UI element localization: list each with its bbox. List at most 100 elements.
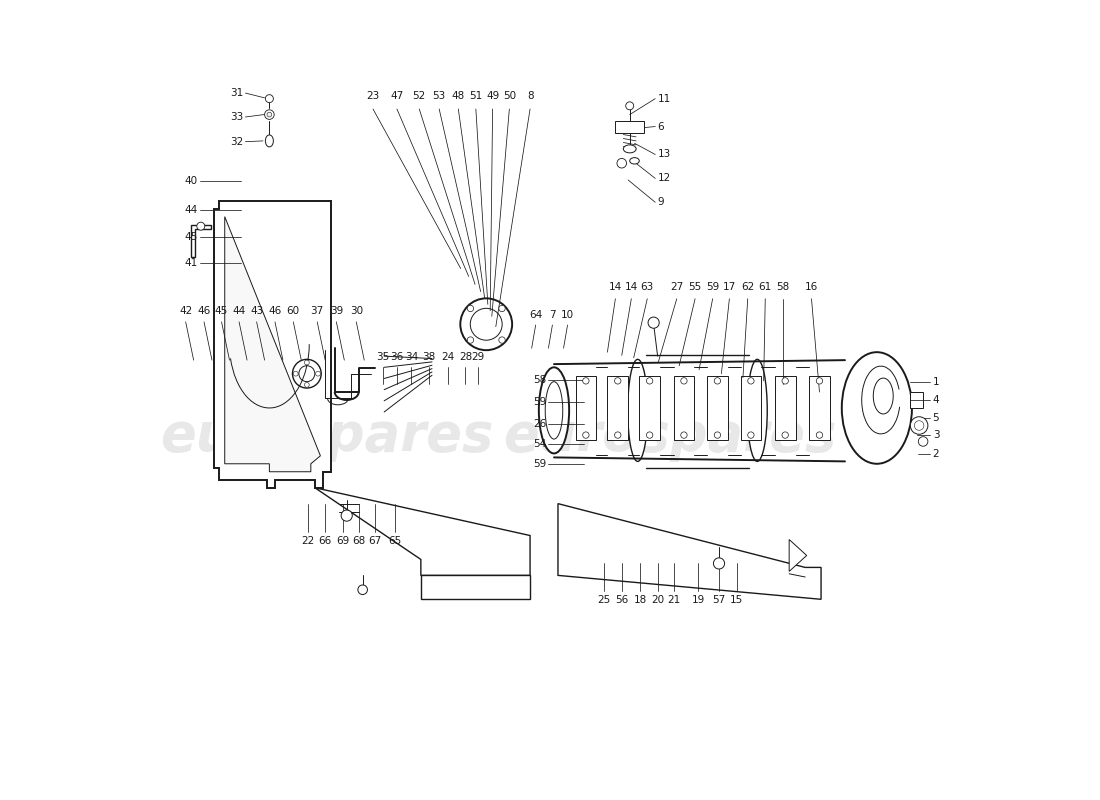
- Text: 16: 16: [805, 282, 818, 292]
- Circle shape: [911, 417, 928, 434]
- Circle shape: [782, 378, 789, 384]
- Text: 61: 61: [759, 282, 772, 292]
- Text: 59: 59: [706, 282, 719, 292]
- Text: 10: 10: [561, 310, 574, 320]
- Circle shape: [816, 378, 823, 384]
- Text: 58: 58: [777, 282, 790, 292]
- Circle shape: [197, 222, 205, 230]
- Circle shape: [816, 432, 823, 438]
- Circle shape: [647, 378, 652, 384]
- Circle shape: [341, 510, 352, 521]
- Text: 15: 15: [730, 595, 744, 606]
- Polygon shape: [911, 392, 923, 408]
- Polygon shape: [315, 488, 530, 575]
- Circle shape: [648, 317, 659, 328]
- Text: 60: 60: [287, 306, 300, 316]
- Text: 27: 27: [670, 282, 683, 292]
- Text: 22: 22: [301, 535, 315, 546]
- Text: 49: 49: [486, 91, 499, 101]
- Circle shape: [914, 421, 924, 430]
- Text: eurospares: eurospares: [503, 410, 836, 462]
- Circle shape: [918, 437, 928, 446]
- Text: 25: 25: [597, 595, 611, 606]
- Text: 19: 19: [692, 595, 705, 606]
- Circle shape: [748, 378, 755, 384]
- Circle shape: [498, 306, 505, 312]
- Text: 36: 36: [390, 352, 404, 362]
- Circle shape: [293, 359, 321, 388]
- Polygon shape: [789, 539, 806, 571]
- Text: 1: 1: [933, 377, 939, 386]
- Circle shape: [617, 158, 627, 168]
- Text: 35: 35: [376, 352, 389, 362]
- Text: 33: 33: [230, 112, 243, 122]
- Ellipse shape: [747, 359, 767, 462]
- Text: 64: 64: [529, 310, 542, 320]
- Ellipse shape: [628, 359, 648, 462]
- Text: 6: 6: [658, 122, 664, 131]
- Circle shape: [358, 585, 367, 594]
- Text: 30: 30: [350, 306, 363, 316]
- Ellipse shape: [624, 145, 636, 153]
- Text: 62: 62: [741, 282, 755, 292]
- Circle shape: [468, 306, 474, 312]
- Text: 5: 5: [933, 414, 939, 423]
- Ellipse shape: [629, 158, 639, 164]
- Ellipse shape: [546, 382, 563, 439]
- Polygon shape: [607, 376, 628, 440]
- Circle shape: [265, 110, 274, 119]
- Circle shape: [681, 432, 688, 438]
- Text: 26: 26: [532, 419, 546, 429]
- Text: 34: 34: [405, 352, 418, 362]
- Circle shape: [265, 94, 274, 102]
- Polygon shape: [191, 225, 211, 257]
- Text: 56: 56: [615, 595, 628, 606]
- Text: 63: 63: [640, 282, 653, 292]
- Text: 48: 48: [452, 91, 465, 101]
- Polygon shape: [421, 575, 530, 599]
- Circle shape: [583, 432, 590, 438]
- Text: 69: 69: [337, 535, 350, 546]
- Circle shape: [615, 378, 622, 384]
- Text: 39: 39: [330, 306, 343, 316]
- Circle shape: [583, 378, 590, 384]
- Circle shape: [681, 378, 688, 384]
- Text: 4: 4: [933, 395, 939, 405]
- Text: 17: 17: [723, 282, 736, 292]
- Text: 59: 59: [532, 458, 546, 469]
- Text: 47: 47: [390, 91, 404, 101]
- Circle shape: [498, 337, 505, 343]
- Circle shape: [714, 378, 720, 384]
- Text: 52: 52: [412, 91, 426, 101]
- Text: 40: 40: [185, 176, 198, 186]
- Text: 23: 23: [366, 91, 379, 101]
- Text: 31: 31: [230, 88, 243, 98]
- Circle shape: [316, 371, 320, 376]
- Text: 44: 44: [232, 306, 245, 316]
- Text: 43: 43: [250, 306, 263, 316]
- Polygon shape: [639, 376, 660, 440]
- Text: 42: 42: [179, 306, 192, 316]
- Ellipse shape: [471, 308, 503, 340]
- Text: 57: 57: [713, 595, 726, 606]
- Circle shape: [299, 366, 315, 382]
- Circle shape: [305, 360, 309, 365]
- Circle shape: [305, 382, 309, 387]
- Text: 32: 32: [230, 137, 243, 146]
- Text: 67: 67: [368, 535, 382, 546]
- Text: 8: 8: [527, 91, 534, 101]
- Circle shape: [782, 432, 789, 438]
- Text: 46: 46: [197, 306, 210, 316]
- Text: 28: 28: [459, 352, 472, 362]
- Text: 24: 24: [441, 352, 454, 362]
- Text: 29: 29: [472, 352, 485, 362]
- Text: 21: 21: [668, 595, 681, 606]
- Polygon shape: [558, 504, 821, 599]
- Text: 37: 37: [310, 306, 323, 316]
- Circle shape: [626, 102, 634, 110]
- Circle shape: [267, 112, 272, 117]
- Ellipse shape: [539, 367, 569, 454]
- Text: 7: 7: [549, 310, 556, 320]
- Text: 45: 45: [185, 231, 198, 242]
- Text: 54: 54: [532, 439, 546, 449]
